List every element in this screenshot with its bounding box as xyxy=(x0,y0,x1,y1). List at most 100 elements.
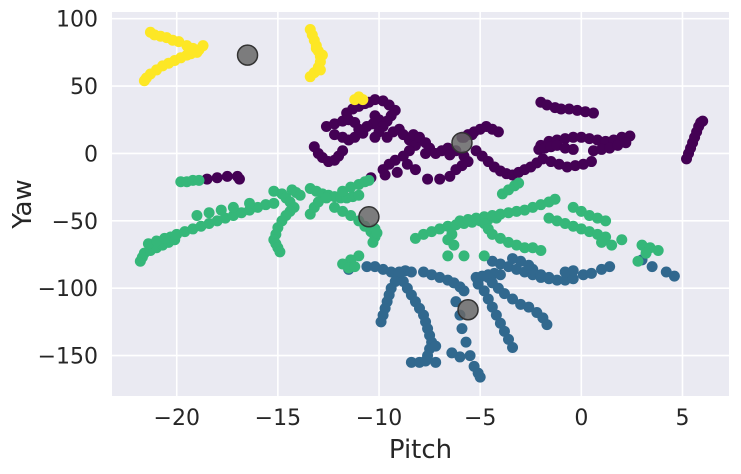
scatter-point xyxy=(571,104,583,116)
scatter-point xyxy=(632,255,644,267)
scatter-point xyxy=(592,134,604,146)
scatter-point xyxy=(369,94,381,106)
scatter-point xyxy=(616,234,628,246)
scatter-point xyxy=(363,174,375,186)
scatter-point xyxy=(320,192,332,204)
scatter-point xyxy=(494,208,506,220)
scatter-point xyxy=(569,160,581,172)
scatter-point xyxy=(460,336,472,348)
scatter-point xyxy=(494,269,506,281)
x-tick-label: 0 xyxy=(574,406,588,431)
y-tick-label: −150 xyxy=(38,345,98,370)
x-tick-label: 5 xyxy=(675,406,689,431)
scatter-point xyxy=(345,209,357,221)
scatter-point xyxy=(375,316,387,328)
scatter-point xyxy=(430,340,442,352)
x-axis-label: Pitch xyxy=(389,435,452,465)
scatter-point xyxy=(454,351,466,363)
scatter-point xyxy=(511,205,523,217)
scatter-point xyxy=(596,236,608,248)
scatter-point xyxy=(211,172,223,184)
scatter-point xyxy=(561,161,573,173)
scatter-point xyxy=(201,173,213,185)
scatter-point xyxy=(138,75,150,87)
scatter-point xyxy=(405,266,417,278)
scatter-point xyxy=(474,371,486,383)
y-axis-ticks: 100 50 0 −50 −100 −150 xyxy=(38,8,98,370)
scatter-point xyxy=(260,199,272,211)
scatter-point xyxy=(193,174,205,186)
scatter-point xyxy=(567,265,579,277)
scatter-point xyxy=(559,142,571,154)
scatter-point xyxy=(535,244,547,256)
scatter-point xyxy=(668,270,680,282)
y-axis-label: Yaw xyxy=(8,179,38,230)
x-tick-label: −5 xyxy=(464,406,496,431)
data-points xyxy=(134,24,709,383)
scatter-point xyxy=(221,170,233,182)
scatter-point xyxy=(227,201,239,213)
scatter-point xyxy=(600,215,612,227)
scatter-point xyxy=(543,271,555,283)
scatter-point xyxy=(448,239,460,251)
scatter-point xyxy=(567,143,579,155)
scatter-point xyxy=(458,250,470,262)
cluster-center-point xyxy=(236,44,259,66)
scatter-point xyxy=(492,126,504,138)
scatter-point xyxy=(159,232,171,244)
scatter-point xyxy=(697,115,709,127)
scatter-point xyxy=(405,356,417,368)
scatter-point xyxy=(274,246,286,258)
scatter-point xyxy=(486,209,498,221)
scatter-point xyxy=(507,293,519,305)
scatter-point xyxy=(420,355,432,367)
scatter-point xyxy=(244,197,256,209)
scatter-point xyxy=(519,242,531,254)
scatter-point xyxy=(464,350,476,362)
scatter-point xyxy=(337,145,349,157)
scatter-point xyxy=(587,107,599,119)
scatter-point xyxy=(442,250,454,262)
scatter-point xyxy=(371,227,383,239)
scatter-point xyxy=(391,166,403,178)
scatter-point xyxy=(575,131,587,143)
scatter-point xyxy=(549,193,561,205)
scatter-point xyxy=(268,197,280,209)
scatter-point xyxy=(357,94,369,106)
scatter-point xyxy=(541,319,553,331)
scatter-point xyxy=(294,189,306,201)
scatter-point xyxy=(563,103,575,115)
scatter-point xyxy=(409,164,421,176)
scatter-point xyxy=(462,213,474,225)
scatter-point xyxy=(567,131,579,143)
scatter-point xyxy=(233,173,245,185)
scatter-point xyxy=(640,247,652,259)
scatter-point xyxy=(585,156,597,168)
scatter-point xyxy=(559,133,571,145)
scatter-point xyxy=(646,261,658,273)
scatter-point xyxy=(567,273,579,285)
scatter-point xyxy=(620,137,632,149)
scatter-point xyxy=(585,267,597,279)
scatter-point xyxy=(454,215,466,227)
scatter-point xyxy=(367,236,379,248)
scatter-point xyxy=(513,177,525,189)
y-tick-label: 0 xyxy=(84,142,98,167)
x-tick-label: −10 xyxy=(356,406,402,431)
cluster-center-point xyxy=(451,131,473,154)
scatter-point xyxy=(596,143,608,155)
scatter-point xyxy=(215,204,227,216)
scatter-point xyxy=(191,209,203,221)
scatter-point xyxy=(559,274,571,286)
scatter-point xyxy=(559,266,571,278)
scatter-point xyxy=(401,158,413,170)
scatter-point xyxy=(579,106,591,118)
plot-area xyxy=(112,12,729,396)
y-tick-label: 100 xyxy=(56,8,98,33)
scatter-point xyxy=(420,147,432,159)
scatter-point xyxy=(444,170,456,182)
scatter-point xyxy=(434,173,446,185)
scatter-point xyxy=(316,49,328,61)
scatter-point xyxy=(604,261,616,273)
scatter-point xyxy=(349,94,361,106)
